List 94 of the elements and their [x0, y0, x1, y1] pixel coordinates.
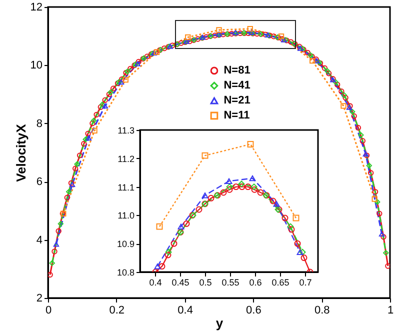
y-tick-label: 2 [36, 292, 42, 304]
point [86, 135, 92, 140]
point [158, 263, 166, 270]
x-tick-label: 0.5 [199, 278, 212, 288]
point [74, 161, 80, 167]
point [226, 178, 232, 184]
point [238, 184, 246, 190]
point [58, 220, 64, 227]
point [247, 140, 254, 148]
point [170, 240, 178, 247]
y-tick-label: 10 [30, 60, 42, 72]
point [118, 80, 124, 85]
point [183, 220, 190, 227]
x-axis-title: y [216, 316, 224, 330]
point [238, 180, 245, 188]
legend-label: N=81 [224, 64, 250, 77]
point [156, 223, 163, 230]
y-axis-title: VelocityX [13, 124, 28, 182]
point [341, 92, 348, 98]
x-tick-label: 1 [387, 304, 394, 316]
point [165, 248, 172, 256]
y-tick-label: 11.1 [118, 182, 134, 192]
point [226, 186, 233, 193]
point [196, 206, 202, 213]
x-tick-label: 0.45 [172, 278, 190, 288]
point [287, 223, 294, 230]
point [294, 240, 301, 247]
x-tick-label: 0.6 [246, 304, 262, 316]
point [202, 192, 208, 198]
x-tick-label: 0 [45, 304, 52, 316]
point [247, 26, 253, 32]
point [372, 196, 378, 202]
point [350, 108, 356, 115]
point [90, 118, 97, 124]
y-tick-label: 4 [36, 234, 42, 246]
point [299, 248, 306, 256]
point [366, 162, 372, 168]
x-tick-label: 0.4 [178, 304, 193, 316]
point [257, 189, 264, 196]
x-tick-label: 0.2 [109, 304, 125, 316]
point [216, 27, 222, 33]
point [208, 194, 214, 202]
y-tick-label: 8 [36, 118, 42, 130]
x-tick-label: 0.6 [249, 278, 262, 288]
y-tick-label: 11.2 [118, 154, 134, 164]
point [332, 79, 338, 85]
point [232, 184, 240, 190]
y-tick-label: 10.8 [116, 268, 134, 278]
x-tick-label: 0.65 [272, 278, 290, 288]
point [250, 184, 258, 190]
legend-label: N=11 [224, 110, 250, 122]
y-tick-label: 11.3 [118, 126, 134, 136]
point [226, 184, 233, 190]
point [374, 199, 380, 205]
point [49, 260, 55, 266]
point [273, 200, 280, 207]
point [154, 263, 161, 270]
point [300, 254, 308, 262]
point [251, 186, 258, 193]
legend-label: N=21 [224, 94, 250, 107]
y-tick-label: 6 [36, 176, 42, 188]
point [340, 103, 346, 109]
point [53, 242, 60, 247]
point [185, 34, 191, 40]
point [282, 214, 288, 222]
point [278, 34, 284, 40]
x-tick-label: 0.4 [149, 278, 162, 288]
point [66, 188, 72, 195]
point [310, 58, 316, 64]
point [92, 128, 98, 134]
x-tick-label: 0.55 [222, 278, 240, 288]
point [220, 189, 227, 196]
point [249, 175, 256, 182]
point [100, 102, 106, 108]
point [296, 249, 304, 255]
point [358, 132, 364, 138]
y-tick-label: 10.9 [116, 239, 134, 250]
point [292, 214, 300, 222]
y-tick-label: 12 [30, 2, 42, 14]
point [102, 103, 108, 108]
point [378, 231, 385, 237]
point [244, 184, 252, 190]
point [178, 224, 184, 230]
point [270, 198, 276, 204]
point [122, 76, 128, 83]
point [164, 252, 172, 258]
x-tick-label: 0.8 [314, 304, 330, 316]
x-tick-label: 0.7 [299, 278, 312, 288]
y-tick-label: 11.0 [118, 210, 134, 221]
point [383, 250, 389, 256]
point [324, 68, 330, 74]
point [288, 226, 295, 233]
point [202, 152, 208, 159]
legend-label: N=41 [224, 80, 250, 92]
